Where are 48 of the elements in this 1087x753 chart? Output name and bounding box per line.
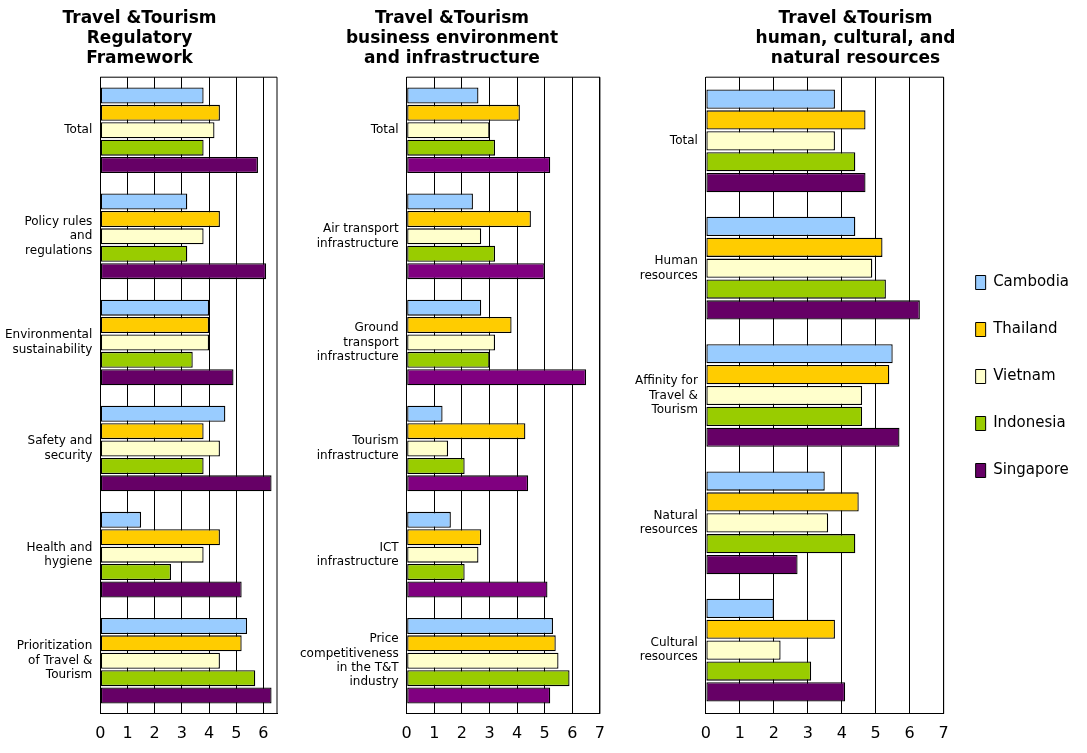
chart-title: Travel &Tourism Regulatory Framework (62, 6, 217, 68)
x-tick-label: 4 (836, 722, 847, 742)
x-tick-label: 6 (258, 722, 269, 742)
y-tick-label: Cultural resources (639, 635, 698, 664)
y-tick-label: Total (63, 122, 93, 137)
x-tick-label: 2 (768, 722, 779, 742)
y-tick-label: Ground transport infrastructure (316, 320, 399, 363)
legend-label: Singapore (993, 460, 1069, 479)
chart-title: Travel &Tourism human, cultural, and natural resources (755, 6, 956, 68)
x-tick-label: 4 (203, 722, 215, 742)
y-tick-label: Prioritization of Travel & Tourism (16, 638, 93, 682)
x-tick-label: 6 (904, 722, 915, 742)
y-tick-label: Natural resources (639, 507, 698, 537)
x-tick-label: 2 (456, 722, 467, 742)
y-tick-label: Human resources (639, 253, 698, 282)
x-tick-label: 5 (870, 722, 881, 742)
x-tick-label: 0 (95, 722, 106, 742)
x-tick-label: 3 (176, 722, 187, 742)
y-tick-label: Total (668, 132, 698, 147)
x-tick-label: 1 (122, 722, 133, 742)
legend-label: Cambodia (993, 272, 1069, 291)
y-tick-label: Safety and security (27, 433, 93, 462)
legend-label: Thailand (992, 319, 1058, 338)
x-tick-label: 2 (149, 722, 160, 742)
x-tick-label: 0 (700, 722, 711, 742)
x-tick-label: 0 (401, 722, 412, 742)
y-tick-label: Health and hygiene (26, 539, 93, 568)
x-tick-label: 1 (734, 722, 745, 742)
y-tick-label: Tourism infrastructure (316, 433, 399, 462)
x-tick-label: 6 (567, 722, 578, 742)
y-tick-label: Price competitiveness in the T&T industry (300, 631, 400, 689)
y-tick-label: Policy rules and regulations (24, 214, 93, 257)
legend-label: Vietnam (993, 366, 1056, 385)
x-tick-label: 3 (802, 722, 813, 742)
x-tick-label: 3 (484, 722, 495, 742)
x-tick-label: 7 (594, 722, 605, 742)
x-tick-label: 4 (512, 722, 523, 742)
x-tick-label: 7 (938, 722, 949, 742)
x-tick-label: 5 (231, 722, 242, 742)
x-tick-label: 5 (539, 722, 550, 742)
y-tick-label: Air transport infrastructure (316, 221, 399, 250)
y-tick-label: Total (369, 122, 399, 137)
legend-label: Indonesia (993, 413, 1066, 432)
chart-title: Travel &Tourism business environment and infrastructure (345, 6, 559, 68)
y-tick-label: ICT infrastructure (316, 539, 400, 568)
y-tick-label: Affinity for Travel & Tourism (635, 373, 698, 417)
x-tick-label: 1 (429, 722, 440, 742)
y-tick-label: Environmental sustainability (5, 327, 93, 356)
